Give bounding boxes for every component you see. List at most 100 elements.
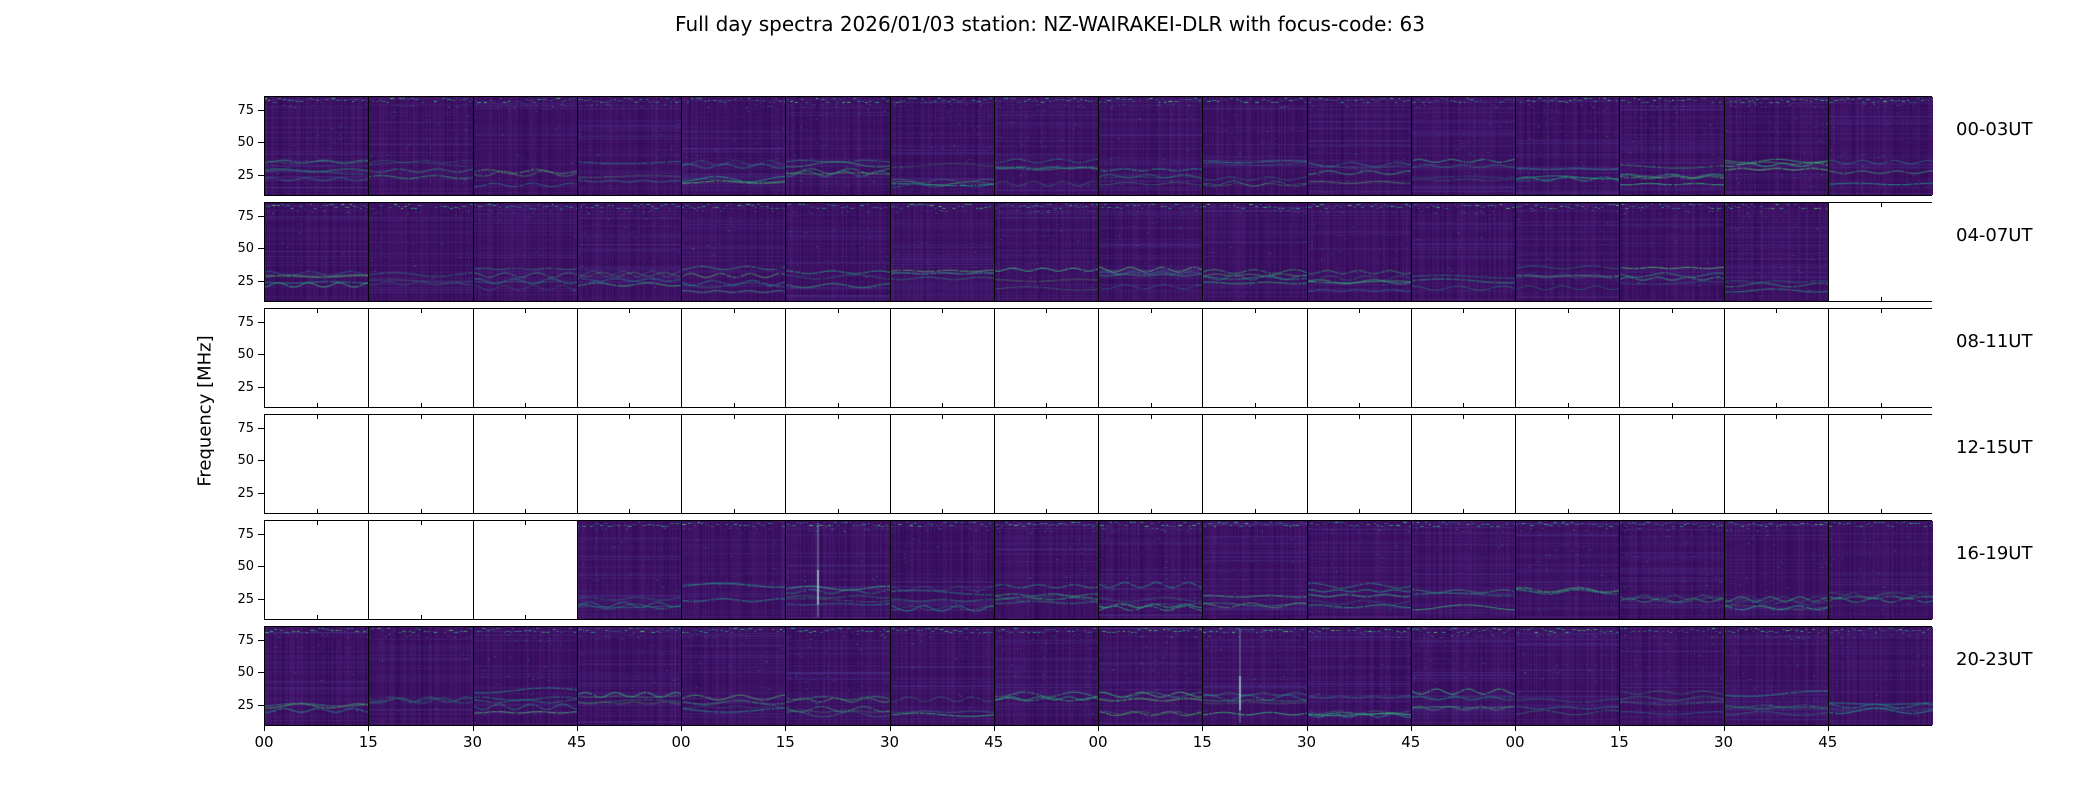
spectrogram-panel [1307,627,1412,725]
minor-tick [525,521,527,525]
x-tick-mark [1723,726,1725,731]
spectrogram-canvas [1724,97,1828,195]
row-label: 12-15UT [1956,437,2033,458]
spectrogram-canvas [890,521,994,619]
spectrogram-panel [1099,97,1204,195]
minor-tick [316,415,318,419]
x-tick-mark [1410,726,1412,731]
spectrogram-canvas [577,203,681,301]
empty-panel [994,415,1099,513]
minor-tick [1254,403,1256,407]
spectrogram-canvas [994,97,1098,195]
spectrogram-canvas [1516,203,1620,301]
spectrogram-canvas [682,521,786,619]
spectrogram-canvas [1411,203,1515,301]
spectrogram-canvas [577,627,681,725]
spectrogram-panel [1099,203,1204,301]
y-tick-mark [258,322,264,323]
x-tick-mark [1827,726,1829,731]
minor-tick [1671,403,1673,407]
x-tick-mark [472,726,474,731]
spectrogram-canvas [1828,97,1933,195]
x-tick-label: 15 [358,733,378,751]
row-label: 08-11UT [1956,331,2033,352]
y-tick-mark [258,640,264,641]
x-tick-label: 30 [1713,733,1734,751]
spectrogram-canvas [994,203,1098,301]
spectrogram-panel [1307,521,1412,619]
spectrogram-canvas [369,97,473,195]
minor-tick [1463,509,1465,513]
minor-tick [1150,509,1152,513]
spectrogram-canvas [1516,627,1620,725]
x-tick-label: 45 [567,733,587,751]
minor-tick [420,615,422,619]
minor-tick [1567,403,1569,407]
spectrogram-canvas [1307,521,1411,619]
x-tick-label: 45 [1401,733,1421,751]
spectrogram-panel [682,97,787,195]
empty-panel [1411,415,1516,513]
minor-tick [1567,509,1569,513]
minor-tick [316,509,318,513]
spectrogram-panel [1828,627,1933,725]
spectrogram-canvas [473,627,577,725]
minor-tick [420,521,422,525]
minor-tick [1776,403,1778,407]
y-tick-label: 25 [237,698,254,713]
spectrogram-panel [1620,521,1725,619]
spectrogram-panel [265,203,370,301]
minor-tick [629,415,631,419]
spectrogram-panel [682,521,787,619]
spectrogram-canvas [473,203,577,301]
empty-panel [890,415,995,513]
minor-tick [525,615,527,619]
spectrogram-canvas [1307,97,1411,195]
spectrogram-panel [1099,521,1204,619]
minor-tick [1880,415,1882,419]
spectra-row [264,414,1933,514]
minor-tick [1776,509,1778,513]
spectrogram-panel [890,203,995,301]
empty-panel [1620,415,1725,513]
empty-panel [994,309,1099,407]
spectrogram-panel [577,521,682,619]
spectrogram-panel [994,627,1099,725]
minor-tick [316,615,318,619]
minor-tick [316,309,318,313]
minor-tick [837,415,839,419]
x-tick-label: 00 [1088,733,1108,751]
spectrogram-canvas [786,97,890,195]
spectra-row [264,308,1933,408]
spectrogram-panel [786,627,891,725]
y-tick-label: 75 [237,315,254,330]
minor-tick [942,403,944,407]
spectrogram-canvas [1307,627,1411,725]
y-tick-label: 25 [237,380,254,395]
spectrogram-panel [473,627,578,725]
y-tick-label: 75 [237,421,254,436]
y-tick-mark [258,493,264,494]
minor-tick [1880,297,1882,301]
minor-tick [1567,415,1569,419]
x-tick-label: 30 [879,733,900,751]
spectra-row [264,96,1933,196]
y-tick-label: 75 [237,633,254,648]
y-tick-mark [258,281,264,282]
minor-tick [629,403,631,407]
y-tick-mark [258,534,264,535]
empty-panel [265,309,370,407]
minor-tick [1880,403,1882,407]
x-tick-mark [993,726,995,731]
minor-tick [525,415,527,419]
spectrogram-panel [265,627,370,725]
minor-tick [837,309,839,313]
x-tick-mark [889,726,891,731]
minor-tick [525,403,527,407]
spectrogram-canvas [786,627,890,725]
spectrogram-canvas [890,203,994,301]
spectrogram-canvas [577,97,681,195]
x-tick-label: 30 [462,733,483,751]
x-tick-mark [264,726,265,731]
minor-tick [733,309,735,313]
